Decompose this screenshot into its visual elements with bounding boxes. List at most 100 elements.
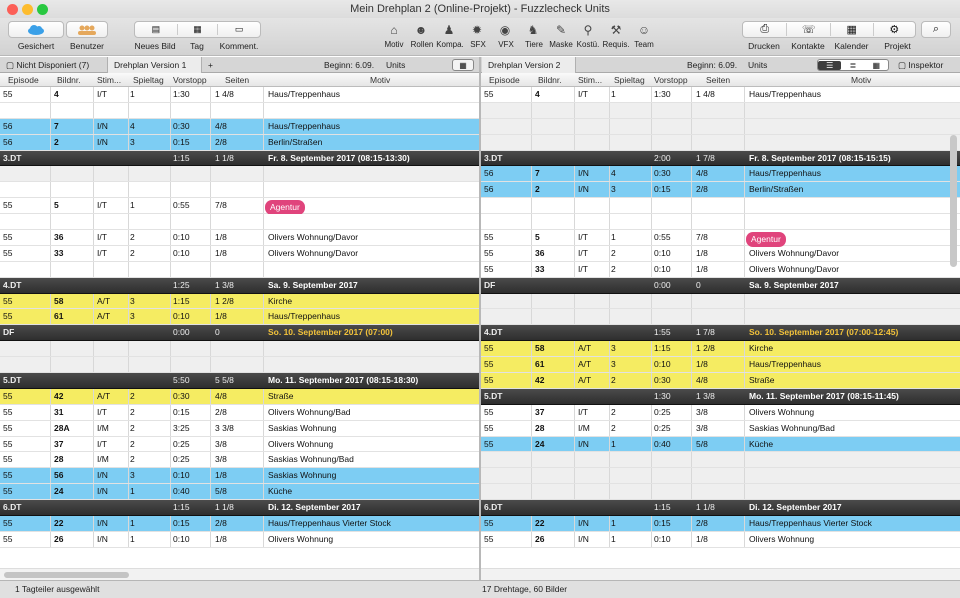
left-day-header-row[interactable]: 6.DT 1:15 1 1/8 Di. 12. September 2017 [0, 500, 479, 517]
table-row[interactable]: 56 2 I/N 3 0:15 2/8 Berlin/Straßen [481, 182, 960, 199]
cell-vor: 1:15 [654, 502, 671, 513]
requisiten-icon[interactable]: ⚒ [610, 23, 622, 37]
kostuem-icon[interactable]: ⚲ [583, 23, 593, 37]
col-vorstopp-right[interactable]: Vorstopp [654, 75, 688, 85]
film-icon[interactable]: ▤ [151, 24, 161, 34]
rollen-icon[interactable]: ☻ [414, 23, 428, 37]
sfx-icon[interactable]: ✹ [471, 23, 483, 37]
table-row[interactable]: 55 56 I/N 3 0:10 1/8 Saskias Wohnung [0, 468, 479, 485]
column-divider [210, 102, 211, 118]
table-row[interactable]: 55 61 A/T 3 0:10 1/8 Haus/Treppenhaus [481, 357, 960, 374]
table-row[interactable]: 55 28 I/M 2 0:25 3/8 Saskias Wohnung/Bad [481, 420, 960, 437]
col-stim-right[interactable]: Stim... [578, 75, 603, 85]
left-day-header-row[interactable]: 5.DT 5:50 5 5/8 Mo. 11. September 2017 (08:… [0, 373, 479, 389]
left-horizontal-scrollbar[interactable] [0, 568, 479, 580]
right-day-header-row[interactable]: 5.DT 1:30 1 3/8 Mo. 11. September 2017 (08:… [481, 388, 960, 405]
tiere-icon[interactable]: ♞ [527, 23, 539, 37]
col-spieltag-right[interactable]: Spieltag [614, 75, 645, 85]
gear-icon[interactable]: ⚙ [872, 23, 916, 36]
grid-view-icon-right[interactable]: ▦ [872, 60, 881, 70]
right-day-header-row[interactable]: 4.DT 1:55 1 7/8 So. 10. September 2017 (07:… [481, 325, 960, 342]
maske-icon[interactable]: ✎ [555, 23, 567, 37]
col-vorstopp[interactable]: Vorstopp [173, 75, 207, 85]
table-row[interactable]: 55 58 A/T 3 1:15 1 2/8 Kirche [0, 293, 479, 310]
table-row[interactable]: 55 37 I/T 2 0:25 3/8 Olivers Wohnung [0, 436, 479, 453]
zoom-window-button[interactable] [37, 4, 48, 15]
table-row[interactable]: 55 4 I/T 1 1:30 1 4/8 Haus/Treppenhaus [481, 87, 960, 103]
calendar-icon[interactable]: ▦ [829, 23, 873, 36]
table-row[interactable]: 55 58 A/T 3 1:15 1 2/8 Kirche [481, 341, 960, 358]
right-day-header-row[interactable]: DF 0:00 0 Sa. 9. September 2017 [481, 277, 960, 294]
column-divider [93, 357, 94, 373]
table-row[interactable]: 55 24 I/N 1 0:40 5/8 Küche [481, 436, 960, 453]
table-row[interactable]: 55 28A I/M 2 3:25 3 3/8 Saskias Wohnung [0, 420, 479, 437]
motiv-tag-pill[interactable]: Agentur [746, 232, 786, 248]
table-row[interactable]: 55 37 I/T 2 0:25 3/8 Olivers Wohnung [481, 404, 960, 421]
table-row[interactable]: 55 42 A/T 2 0:30 4/8 Straße [0, 388, 479, 405]
table-row[interactable]: 55 24 I/N 1 0:40 5/8 Küche [0, 484, 479, 501]
col-motiv[interactable]: Motiv [370, 75, 391, 85]
col-seiten-right[interactable]: Seiten [706, 75, 731, 85]
split-divider[interactable] [479, 57, 481, 580]
table-row[interactable]: 56 2 I/N 3 0:15 2/8 Berlin/Straßen [0, 134, 479, 151]
col-episode[interactable]: Episode [8, 75, 39, 85]
table-row[interactable]: 55 42 A/T 2 0:30 4/8 Straße [481, 373, 960, 389]
list-view-icon[interactable]: ☰ [818, 60, 842, 70]
detail-view-icon[interactable]: ≣ [849, 60, 857, 70]
table-row[interactable]: 55 31 I/T 2 0:15 2/8 Olivers Wohnung/Bad [0, 404, 479, 421]
col-motiv-right[interactable]: Motiv [851, 75, 872, 85]
benutzer-button[interactable] [66, 21, 108, 38]
motiv-tag-pill[interactable]: Agentur [265, 200, 305, 216]
left-day-header-row[interactable]: DF 0:00 0 So. 10. September 2017 (07:00) [0, 325, 479, 342]
search-button[interactable]: ⌕ [921, 21, 951, 38]
tab-nicht-disponiert[interactable]: ▢ Nicht Disponiert (7) [0, 57, 108, 73]
table-row[interactable]: 55 33 I/T 2 0:10 1/8 Olivers Wohnung/Davor [481, 261, 960, 278]
add-tab-button[interactable]: + [208, 60, 213, 70]
table-row[interactable]: 55 5 I/T 1 0:55 7/8 Agentur [0, 198, 479, 216]
table-row[interactable]: 55 28 I/M 2 0:25 3/8 Saskias Wohnung/Bad [0, 452, 479, 469]
table-row[interactable]: 55 5 I/T 1 0:55 7/8 Agentur [481, 230, 960, 248]
col-spieltag[interactable]: Spieltag [133, 75, 164, 85]
table-row[interactable]: 55 36 I/T 2 0:10 1/8 Olivers Wohnung/Davor [0, 230, 479, 246]
col-bildnr-right[interactable]: Bildnr. [538, 75, 562, 85]
tab-drehplan-version-1[interactable]: Drehplan Version 1 [108, 57, 202, 73]
column-divider [531, 214, 532, 230]
gesichert-button[interactable] [8, 21, 64, 38]
table-row[interactable]: 55 26 I/N 1 0:10 1/8 Olivers Wohnung [0, 531, 479, 548]
inspektor-button[interactable]: ▢ Inspektor [898, 57, 943, 73]
col-bildnr[interactable]: Bildnr. [57, 75, 81, 85]
cell-vor: 0:30 [654, 168, 671, 179]
right-day-header-row[interactable]: 6.DT 1:15 1 1/8 Di. 12. September 2017 [481, 500, 960, 517]
team-icon[interactable]: ☺ [637, 23, 651, 37]
left-view-toggle[interactable]: ▦ [452, 59, 474, 71]
left-scroll-thumb[interactable] [4, 572, 129, 578]
table-row[interactable]: 55 36 I/T 2 0:10 1/8 Olivers Wohnung/Davor [481, 245, 960, 262]
close-window-button[interactable] [7, 4, 18, 15]
minimize-window-button[interactable] [22, 4, 33, 15]
left-day-header-row[interactable]: 3.DT 1:15 1 1/8 Fr. 8. September 2017 (08:1… [0, 150, 479, 167]
left-day-header-row[interactable]: 4.DT 1:25 1 3/8 Sa. 9. September 2017 [0, 277, 479, 294]
column-divider [170, 102, 171, 118]
motiv-icon[interactable]: ⌂ [390, 23, 398, 37]
table-row[interactable]: 55 22 I/N 1 0:15 2/8 Haus/Treppenhaus Vierter … [481, 516, 960, 532]
contacts-icon[interactable]: ☏ [786, 23, 830, 36]
table-row[interactable]: 56 7 I/N 4 0:30 4/8 Haus/Treppenhaus [481, 166, 960, 183]
calendar-day-icon[interactable]: ▦ [176, 24, 219, 35]
col-episode-right[interactable]: Episode [489, 75, 520, 85]
vfx-icon[interactable]: ◉ [499, 23, 511, 37]
printer-icon[interactable]: ⎙ [760, 23, 770, 35]
col-seiten[interactable]: Seiten [225, 75, 250, 85]
col-stim[interactable]: Stim... [97, 75, 122, 85]
table-row[interactable]: 55 26 I/N 1 0:10 1/8 Olivers Wohnung [481, 531, 960, 548]
tab-drehplan-version-2[interactable]: Drehplan Version 2 [482, 57, 576, 73]
table-row[interactable]: 55 4 I/T 1 1:30 1 4/8 Haus/Treppenhaus [0, 87, 479, 103]
table-row[interactable]: 55 22 I/N 1 0:15 2/8 Haus/Treppenhaus Vierter … [0, 516, 479, 532]
right-vertical-scrollbar[interactable] [950, 135, 957, 267]
right-day-header-row[interactable]: 3.DT 2:00 1 7/8 Fr. 8. September 2017 (08:1… [481, 150, 960, 167]
table-row[interactable]: 55 61 A/T 3 0:10 1/8 Haus/Treppenhaus [0, 309, 479, 326]
comment-icon[interactable]: ▭ [234, 24, 244, 34]
table-row[interactable]: 56 7 I/N 4 0:30 4/8 Haus/Treppenhaus [0, 118, 479, 135]
right-horizontal-scrollbar[interactable] [481, 568, 960, 580]
table-row[interactable]: 55 33 I/T 2 0:10 1/8 Olivers Wohnung/Davor [0, 245, 479, 262]
komparsen-icon[interactable]: ♟ [443, 23, 455, 37]
